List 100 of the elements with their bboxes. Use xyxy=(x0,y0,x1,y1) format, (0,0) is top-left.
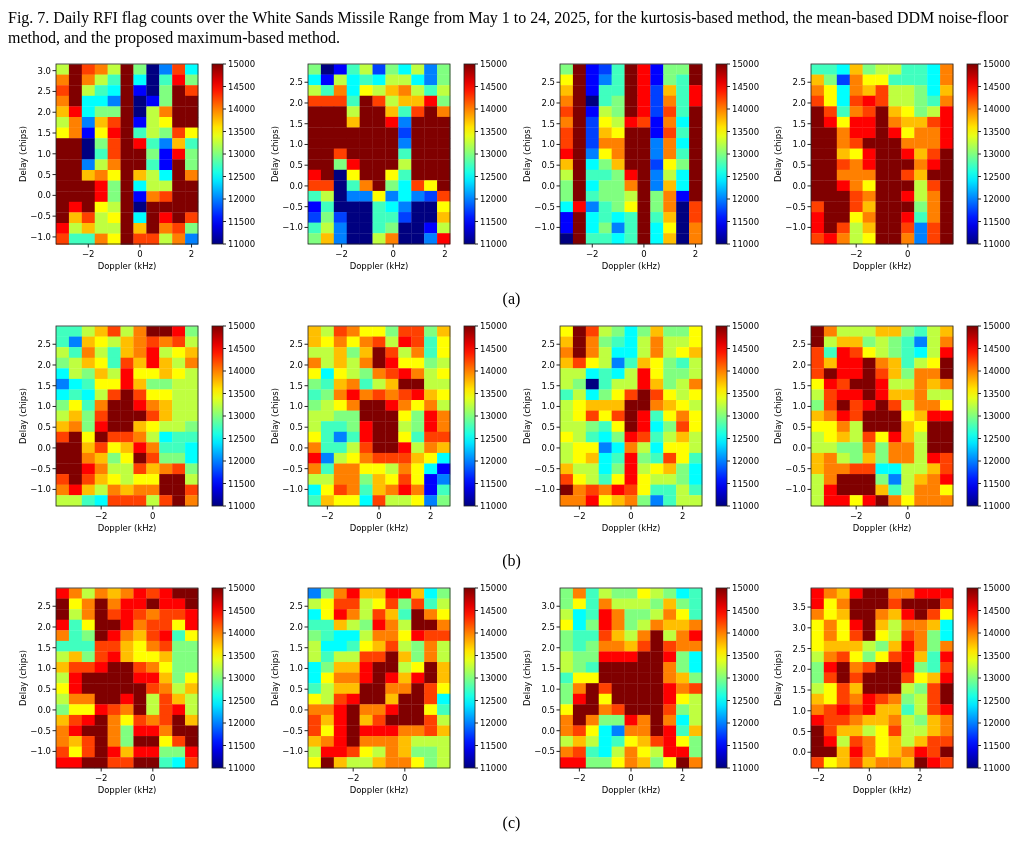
color-bar-label: 13000 xyxy=(228,411,256,421)
x-tick-label: 0 xyxy=(905,511,911,521)
color-bar-label: 11500 xyxy=(983,478,1011,489)
color-bar-label: 11000 xyxy=(228,501,256,511)
y-tick-label: 1.5 xyxy=(792,685,807,696)
y-tick-label: −0.5 xyxy=(30,725,51,736)
y-tick-label: 0.0 xyxy=(792,442,807,453)
color-bar-label: 13500 xyxy=(479,126,507,137)
y-tick-label: 3.5 xyxy=(792,602,807,613)
y-tick-label: −0.5 xyxy=(785,201,807,212)
color-bar-label: 14500 xyxy=(479,343,507,354)
y-tick-label: 2.0 xyxy=(37,107,51,118)
color-bar-label: 12500 xyxy=(731,171,759,182)
x-axis-title: Doppler (kHz) xyxy=(97,785,157,795)
y-tick-label: 0.5 xyxy=(540,422,555,433)
color-bar-label: 15000 xyxy=(479,321,507,331)
y-tick-label: 0.5 xyxy=(792,422,807,433)
text: (b) xyxy=(501,552,522,570)
y-tick-label: 2.0 xyxy=(540,359,555,370)
color-bar-label: 14500 xyxy=(731,81,759,92)
color-bar-label: 11500 xyxy=(479,740,507,751)
color-bar-label: 12500 xyxy=(479,171,507,182)
x-tick-label: −2 xyxy=(585,249,599,259)
y-tick-label: 2.0 xyxy=(540,642,555,653)
y-tick-label: 3.0 xyxy=(540,601,555,612)
x-tick-label: 2 xyxy=(188,249,195,259)
color-bar-label: 13500 xyxy=(983,388,1011,399)
color-bar-label: 15000 xyxy=(228,321,256,331)
color-bar-label: 12500 xyxy=(479,433,507,444)
y-tick-label: 0.5 xyxy=(289,684,303,695)
y-tick-label: 0.0 xyxy=(540,180,555,191)
color-bar-label: 13000 xyxy=(479,673,507,683)
color-bar-label: 14500 xyxy=(731,605,759,616)
y-tick-label: 1.5 xyxy=(289,118,303,129)
color-bar-label: 11500 xyxy=(731,478,759,489)
y-axis-title: Delay (chips) xyxy=(18,388,28,444)
color-bar-label: 13000 xyxy=(983,673,1011,683)
color-bar-label: 15000 xyxy=(731,59,759,69)
y-tick-label: 2.0 xyxy=(792,97,807,108)
color-bar-label: 15000 xyxy=(479,59,507,69)
color-bar-label: 14000 xyxy=(479,366,507,376)
y-tick-label: 1.5 xyxy=(540,663,555,674)
text: (a) xyxy=(501,290,522,308)
x-tick-label: 2 xyxy=(679,773,685,783)
y-tick-label: 0.0 xyxy=(289,442,303,453)
y-tick-label: 2.0 xyxy=(289,359,303,370)
y-tick-label: −1.0 xyxy=(785,222,807,233)
y-tick-label: 0.0 xyxy=(289,704,303,715)
y-tick-label: 1.5 xyxy=(792,380,807,391)
color-bar-label: 13500 xyxy=(731,650,759,661)
color-bar-label: 12000 xyxy=(731,194,759,204)
color-bar-label: 12000 xyxy=(479,718,507,728)
color-bar-label: 14500 xyxy=(731,343,759,354)
x-tick-label: −2 xyxy=(94,511,108,521)
color-bar-label: 14500 xyxy=(228,605,256,616)
x-tick-label: −2 xyxy=(335,249,348,259)
y-tick-label: 1.0 xyxy=(540,401,555,412)
y-tick-label: 2.5 xyxy=(37,339,51,350)
x-tick-label: 0 xyxy=(627,773,634,783)
color-bar-label: 11500 xyxy=(983,216,1011,227)
y-tick-label: 2.0 xyxy=(792,359,807,370)
color-bar-label: 13000 xyxy=(983,411,1011,421)
y-tick-label: −0.5 xyxy=(533,463,555,474)
x-tick-label: −2 xyxy=(850,249,863,259)
color-bar-label: 14000 xyxy=(228,628,256,638)
color-bar-label: 14500 xyxy=(479,81,507,92)
x-axis-title: Doppler (kHz) xyxy=(349,261,409,271)
y-tick-label: 1.0 xyxy=(289,139,303,150)
y-tick-label: 2.0 xyxy=(289,97,303,108)
x-tick-label: 2 xyxy=(679,511,685,521)
color-bar-label: 14500 xyxy=(479,605,507,616)
color-bar-label: 12000 xyxy=(983,718,1011,728)
color-bar-label: 13500 xyxy=(983,126,1011,137)
color-bar-label: 11000 xyxy=(479,501,507,511)
x-tick-label: 0 xyxy=(150,511,156,521)
y-tick-label: 2.5 xyxy=(792,77,807,88)
color-bar-label: 15000 xyxy=(731,321,759,331)
y-tick-label: 1.0 xyxy=(540,139,555,150)
color-bar-label: 14000 xyxy=(983,104,1011,114)
color-bar-label: 13000 xyxy=(983,149,1011,159)
y-tick-label: 2.0 xyxy=(37,359,51,370)
caption: Fig. 7. Daily RFI flag counts over the White Sands Missile Range from May 1 to 24, 2025, for the kurtosis-based method, the mean-based DDM noise-floor method, and the proposed maximum-based method. xyxy=(8,8,1010,48)
x-axis-title: Doppler (kHz) xyxy=(97,261,157,271)
y-axis-title: Delay (chips) xyxy=(773,650,784,706)
y-tick-label: 0.5 xyxy=(289,160,303,171)
y-tick-label: −0.5 xyxy=(30,463,51,474)
color-bar-label: 11500 xyxy=(731,740,759,751)
color-bar-label: 14500 xyxy=(228,81,256,92)
y-axis-title: Delay (chips) xyxy=(269,650,280,706)
y-tick-label: 2.5 xyxy=(289,77,303,88)
y-tick-label: 0.0 xyxy=(37,190,51,201)
x-tick-label: −2 xyxy=(850,511,863,521)
color-bar-label: 14000 xyxy=(983,628,1011,638)
x-tick-label: 0 xyxy=(627,511,634,521)
y-tick-label: 2.5 xyxy=(289,601,303,612)
y-tick-label: −0.5 xyxy=(282,725,303,736)
y-tick-label: −1.0 xyxy=(30,746,51,757)
color-bar-label: 11000 xyxy=(731,239,759,249)
y-tick-label: 2.5 xyxy=(792,339,807,350)
text: (c) xyxy=(501,814,522,832)
